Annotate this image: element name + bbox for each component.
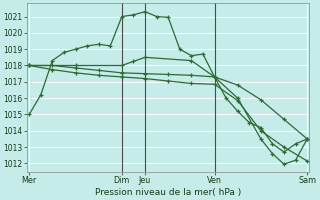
X-axis label: Pression niveau de la mer( hPa ): Pression niveau de la mer( hPa ) bbox=[95, 188, 241, 197]
